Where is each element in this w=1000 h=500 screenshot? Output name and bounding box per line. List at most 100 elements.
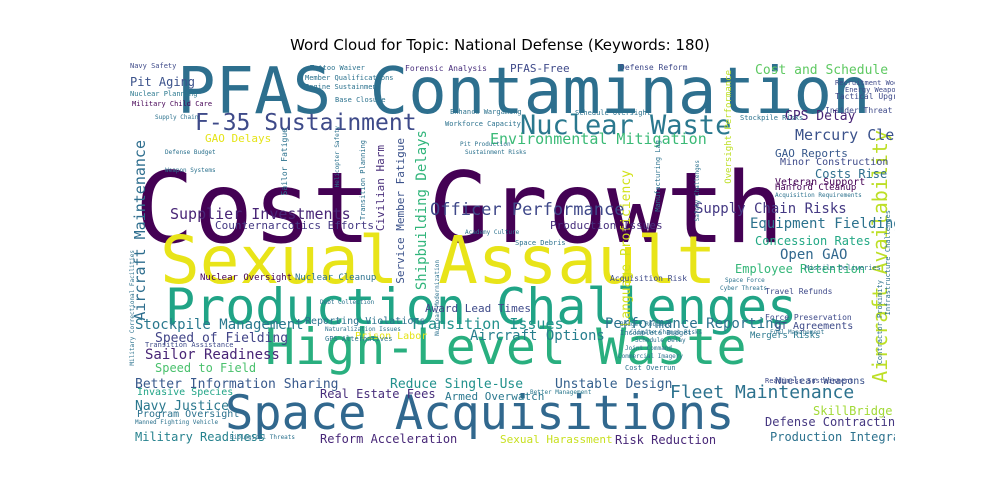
word-71: Readiness Sustainment [765,377,854,385]
word-15: Environmental Mitigation [490,130,707,148]
word-26: Better Information Sharing [135,377,339,392]
word-55: Pit Aging [130,75,196,89]
word-41: Real Estate Fees [320,387,436,401]
word-54: Veteran Support [775,177,866,188]
word-31: Military Readiness [135,430,266,444]
word-53: Minor Construction [780,157,889,168]
word-118: Manufacturing Lag [654,140,662,212]
word-57: Forensic Analysis [405,64,487,73]
word-cloud-area: Cost Growth Sexual Assault PFAS Contaminat… [125,60,895,452]
word-46: Counternarcotics Efforts [215,219,374,232]
word-58: Defense Reform [620,63,688,72]
word-51: Costs Rise [815,167,888,181]
word-62: Reporting Violations [305,316,426,327]
word-88: Workforce Capacity [445,120,521,128]
word-13: Transition Issues [410,315,564,333]
chart-title: Word Cloud for Topic: National Defense (… [290,36,710,54]
word-0: Cost Growth [135,152,785,266]
word-102: Schedule Delay [635,337,686,344]
word-17: Shipbuilding Delays [414,130,430,291]
word-61: Mergers Risks [750,331,821,341]
word-121: Nuclear Modernization [434,260,441,336]
word-19: Sailor Readiness [145,347,280,363]
word-63: Nuclear Oversight [200,273,293,283]
word-40: Award Lead Times [425,302,531,315]
word-18: Stockpile Management [135,317,304,333]
word-113: Infrastructure Challenges [884,210,892,316]
word-106: Cyber Threats [720,285,767,292]
word-89: Schedule Oversight [575,109,651,117]
word-42: Armed Overwatch [445,390,545,403]
word-67: Program Oversight [137,409,240,420]
word-94: Sustainment Risks [465,149,527,156]
word-90: Stockpile Risks [740,114,804,122]
word-101: Budget Request [620,321,671,328]
word-115: Transition Planning [359,140,367,221]
word-2: PFAS Contamination [177,60,871,129]
word-110: Acquisition Requirements [775,192,862,199]
word-11: Supplier Investments [170,205,351,223]
word-28: GPS Delay [785,109,856,124]
word-20: Equipment Fielding [750,216,895,232]
word-98: GPS Alternatives [325,335,393,343]
word-4: High-Level Waste [265,318,747,376]
word-93: Pit Production [460,141,511,148]
word-34: Reduce Single-Use [390,377,524,392]
word-70: Transition Assistance [145,341,234,349]
word-27: Unstable Design [555,377,673,392]
word-83: Base Closure [335,96,386,104]
word-25: Speed of Fielding [155,331,289,346]
word-103: Commercial Imagery [618,353,684,360]
word-96: Academy Culture [465,229,520,236]
word-10: Fleet Maintenance [670,382,855,403]
word-9: Officer Performance [430,200,625,220]
word-44: SkillBridge [813,404,893,418]
word-120: Climate Change Risks [630,329,703,336]
word-95: Space Debris [515,239,566,247]
word-65: Prison Labor [355,331,428,342]
word-86: Engine Sustainment [305,83,381,91]
word-119: Safety Challenges [694,160,701,222]
word-16: Supply Chain Risks [695,201,847,217]
word-116: Manned Fighting Vehicle [135,419,219,426]
word-72: Better Management [530,389,592,396]
word-85: Member Qualifications [305,74,394,82]
word-68: Nuclear Weapons [775,376,866,387]
word-117: Biological Threats [230,434,296,441]
word-82: Supply Chain [155,114,199,121]
word-56: PFAS-Free [510,62,570,75]
word-104: Cost Overrun [625,364,676,372]
word-100: Incomplete Budget [620,329,692,337]
word-24: Performance Reporting [605,316,783,332]
word-45: Production Issues [550,219,663,232]
word-81: Military Child Care [132,100,213,108]
word-84: Tattoo Waiver [310,64,365,72]
word-39: Employee Retention [735,262,866,276]
word-66: Invasive Species [137,387,234,398]
word-75: Recruitment Woes [835,79,895,87]
word-87: Enhance Wargaming [450,108,522,116]
word-23: Aircraft Options [470,328,605,344]
word-22: Cost and Schedule [755,63,889,78]
word-112: Contractor Proximity [876,280,884,365]
word-111: Military Correctional Facilities [129,250,136,366]
word-107: Space Force [725,277,765,284]
word-38: Sexual Harassment [500,433,613,446]
word-5: Space Acquisitions [225,386,735,441]
word-105: Joint Command [625,345,672,352]
word-77: Insider Threat [825,106,893,115]
word-109: Missile Deliveries [805,264,881,272]
word-69: Acquisition Risk [610,274,688,283]
word-21: Open GAO [780,247,848,263]
word-80: Nuclear Planning [130,90,198,98]
word-33: Speed to Field [155,361,257,375]
word-49: GAO Delays [205,132,272,145]
word-78: Energy Weapon [845,86,895,94]
word-36: Reform Acceleration [320,432,458,446]
word-79: Navy Safety [130,62,177,70]
word-35: Production Integration [770,430,895,444]
word-76: Tactical Upgrade [835,92,895,101]
word-59: Oversight Performance [724,70,734,184]
word-6: Nuclear Waste [520,110,732,141]
word-114: Helicopter Safety [334,126,341,188]
